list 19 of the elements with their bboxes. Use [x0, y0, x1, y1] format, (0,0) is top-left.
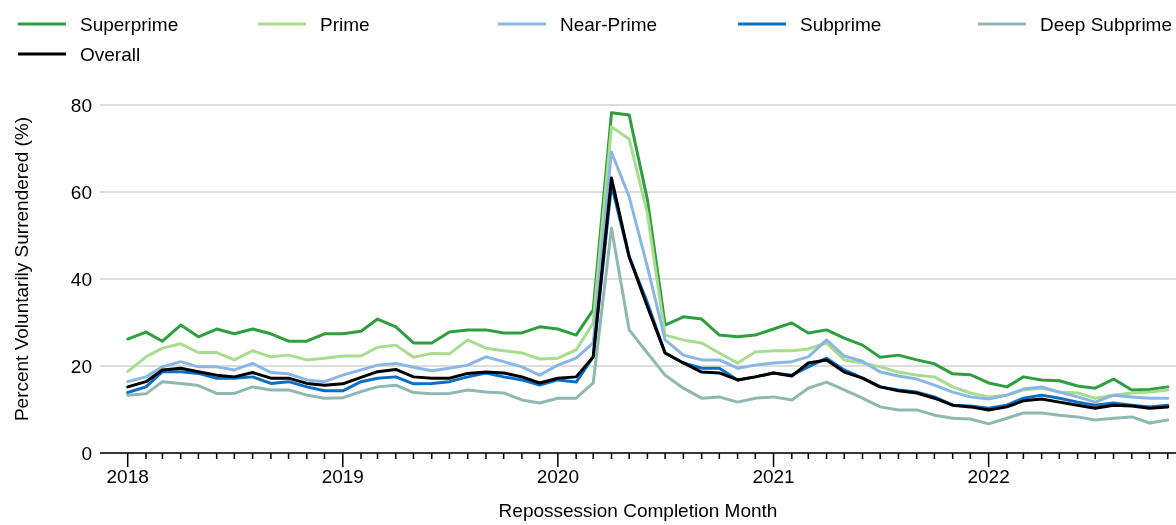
line-series	[126, 226, 1170, 426]
y-tick-label: 80	[70, 94, 92, 116]
legend-label: Near-Prime	[560, 13, 658, 35]
x-tick-label: 2021	[752, 466, 795, 487]
y-tick-label: 40	[70, 268, 92, 290]
legend-label: Deep Subprime	[1040, 13, 1173, 35]
x-tick-label: 2018	[106, 466, 149, 487]
y-axis-title: Percent Voluntarily Surrendered (%)	[11, 116, 32, 422]
legend-label: Prime	[320, 13, 370, 35]
x-tick-label: 2019	[321, 466, 364, 487]
y-tick-label: 0	[81, 442, 92, 464]
x-axis-title: Repossession Completion Month	[498, 500, 778, 521]
y-tick-label: 60	[70, 181, 92, 203]
legend-label: Overall	[80, 43, 141, 65]
legend-label: Subprime	[800, 13, 882, 35]
x-tick-label: 2022	[967, 466, 1010, 487]
x-tick-label: 2020	[536, 466, 579, 487]
legend-label: Superprime	[80, 13, 179, 35]
y-tick-label: 20	[70, 355, 92, 377]
